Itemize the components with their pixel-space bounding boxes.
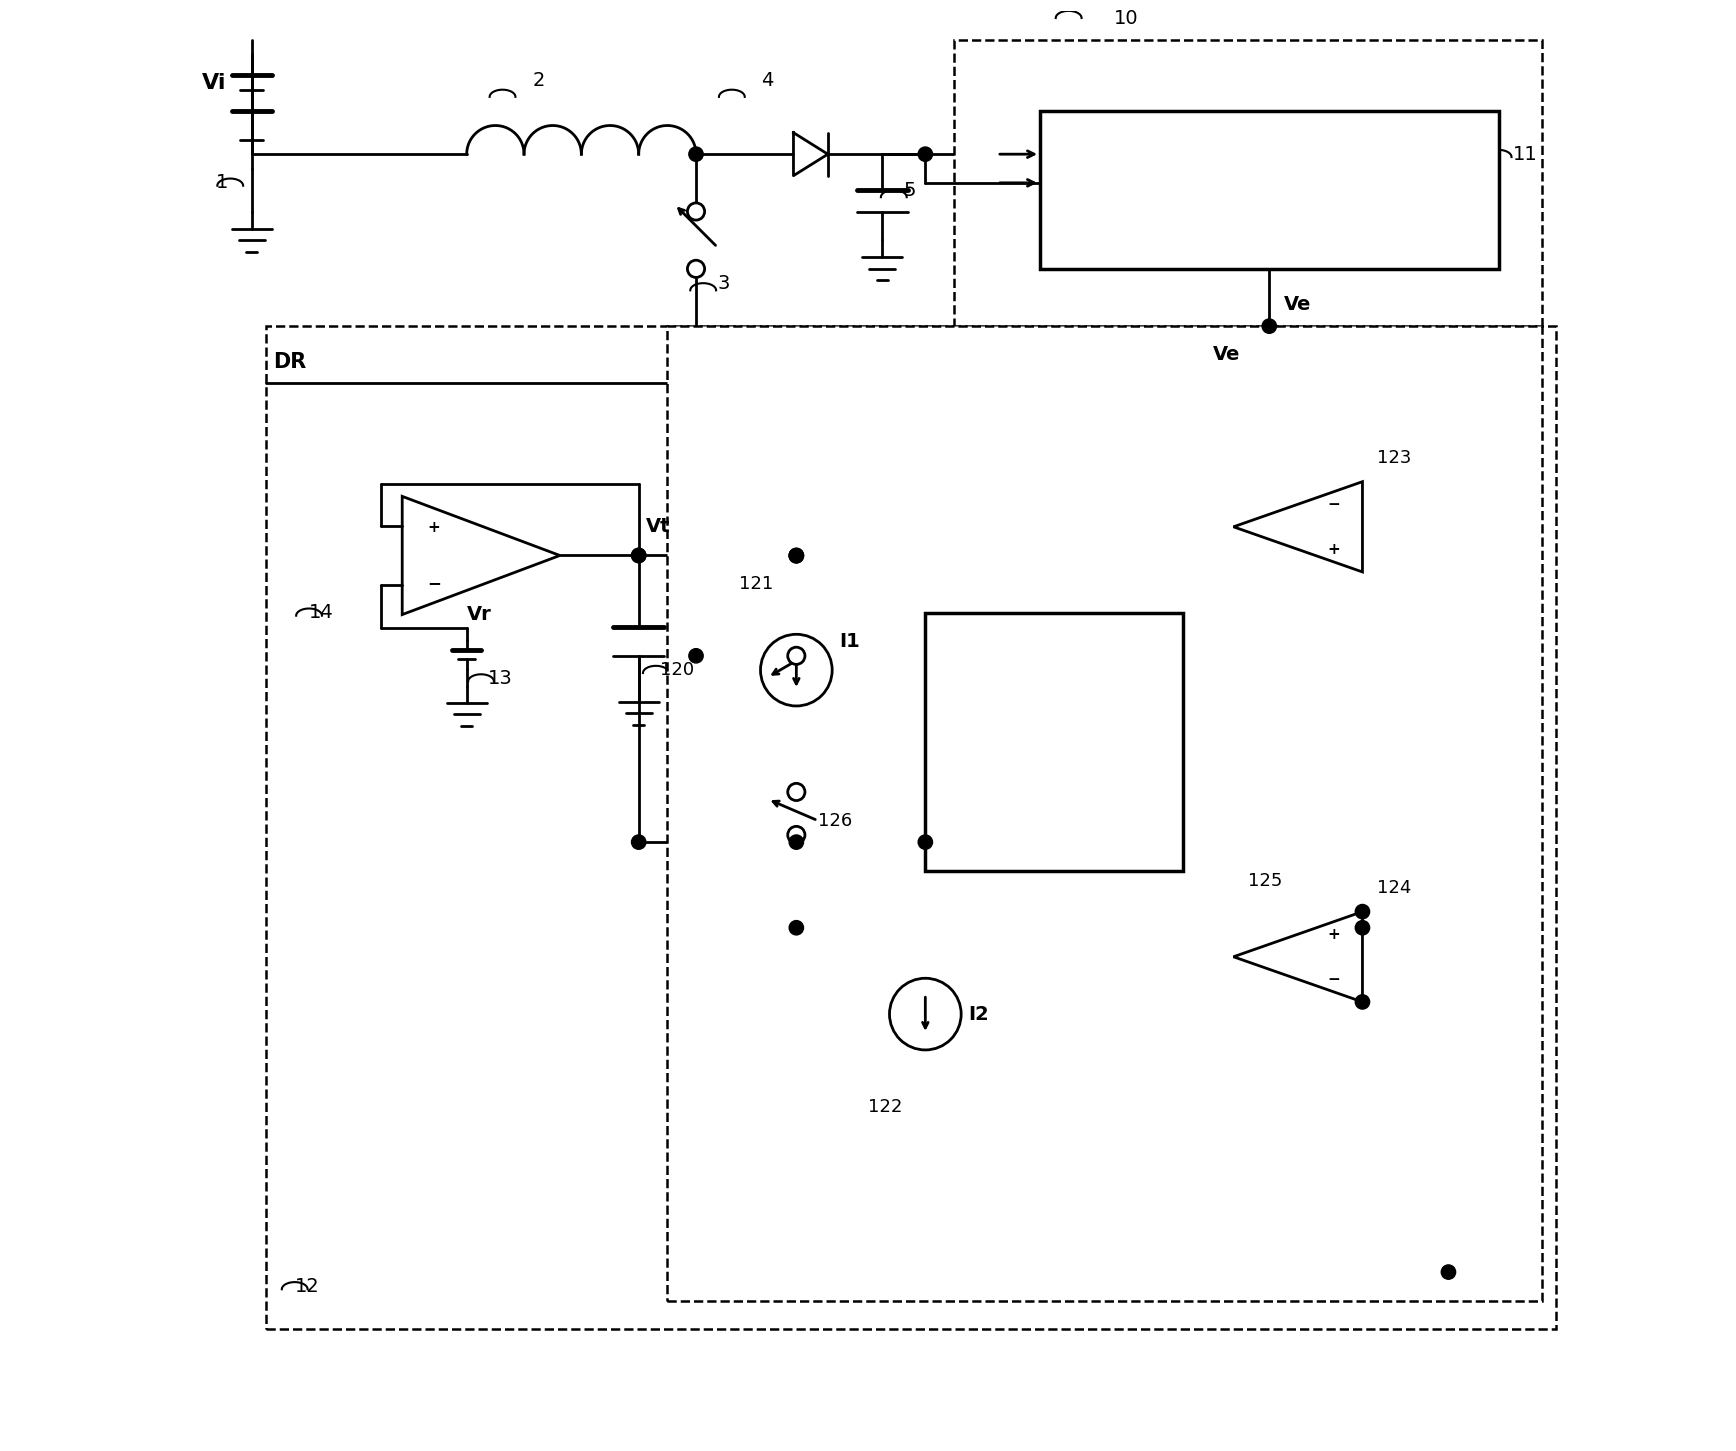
Circle shape xyxy=(788,827,806,843)
Circle shape xyxy=(1356,920,1370,934)
FancyBboxPatch shape xyxy=(266,326,1555,1329)
Text: Vo: Vo xyxy=(1054,144,1085,164)
Text: Vi: Vi xyxy=(201,73,226,93)
Text: 1: 1 xyxy=(215,173,227,193)
Text: 5: 5 xyxy=(904,180,917,199)
Circle shape xyxy=(1441,1265,1455,1280)
Text: I1: I1 xyxy=(838,633,859,651)
Text: 2: 2 xyxy=(533,71,545,90)
Text: Vr: Vr xyxy=(467,605,491,624)
Circle shape xyxy=(790,548,804,563)
Text: I2: I2 xyxy=(969,1004,990,1023)
Text: 11: 11 xyxy=(1514,145,1538,164)
Text: 123: 123 xyxy=(1377,450,1411,467)
Text: 122: 122 xyxy=(868,1098,903,1116)
Text: S: S xyxy=(1139,818,1154,837)
Circle shape xyxy=(632,548,646,563)
Circle shape xyxy=(790,834,804,849)
Circle shape xyxy=(687,260,705,277)
Text: 14: 14 xyxy=(309,604,333,622)
Circle shape xyxy=(1356,995,1370,1008)
Text: 12: 12 xyxy=(295,1277,319,1296)
Circle shape xyxy=(689,649,703,663)
Circle shape xyxy=(918,147,932,161)
Text: −: − xyxy=(1326,496,1340,512)
Circle shape xyxy=(689,147,703,161)
FancyBboxPatch shape xyxy=(1040,112,1498,268)
Circle shape xyxy=(788,647,806,665)
Text: 124: 124 xyxy=(1377,879,1411,897)
Text: CIRCUIT: CIRCUIT xyxy=(1233,216,1307,235)
Text: Q: Q xyxy=(955,646,972,666)
Text: +: + xyxy=(427,521,441,535)
Circle shape xyxy=(790,920,804,934)
Text: 10: 10 xyxy=(1115,9,1139,28)
Text: −: − xyxy=(1326,972,1340,987)
Circle shape xyxy=(918,834,932,849)
Text: 126: 126 xyxy=(818,811,852,830)
Text: +: + xyxy=(1326,541,1340,557)
Text: +: + xyxy=(1326,927,1340,942)
Text: −: − xyxy=(427,575,441,592)
Text: R: R xyxy=(1139,646,1154,666)
Text: Ve: Ve xyxy=(1283,295,1311,315)
Circle shape xyxy=(632,548,646,563)
Text: ERROR-AMPLIFIER: ERROR-AMPLIFIER xyxy=(1184,160,1354,177)
Circle shape xyxy=(632,834,646,849)
Circle shape xyxy=(790,548,804,563)
FancyBboxPatch shape xyxy=(955,39,1542,441)
Text: 120: 120 xyxy=(660,662,694,679)
Text: 121: 121 xyxy=(740,575,773,593)
Text: 4: 4 xyxy=(762,71,774,90)
Circle shape xyxy=(790,548,804,563)
Text: Ve: Ve xyxy=(1213,345,1241,364)
Circle shape xyxy=(788,784,806,801)
Text: Vt: Vt xyxy=(646,518,670,537)
Circle shape xyxy=(1262,319,1276,334)
FancyBboxPatch shape xyxy=(667,326,1542,1300)
Circle shape xyxy=(687,203,705,221)
Text: 3: 3 xyxy=(717,274,729,293)
FancyBboxPatch shape xyxy=(925,612,1184,871)
Text: 13: 13 xyxy=(488,669,512,688)
Circle shape xyxy=(1356,904,1370,918)
Text: 125: 125 xyxy=(1248,872,1283,889)
Text: DR: DR xyxy=(273,353,307,371)
